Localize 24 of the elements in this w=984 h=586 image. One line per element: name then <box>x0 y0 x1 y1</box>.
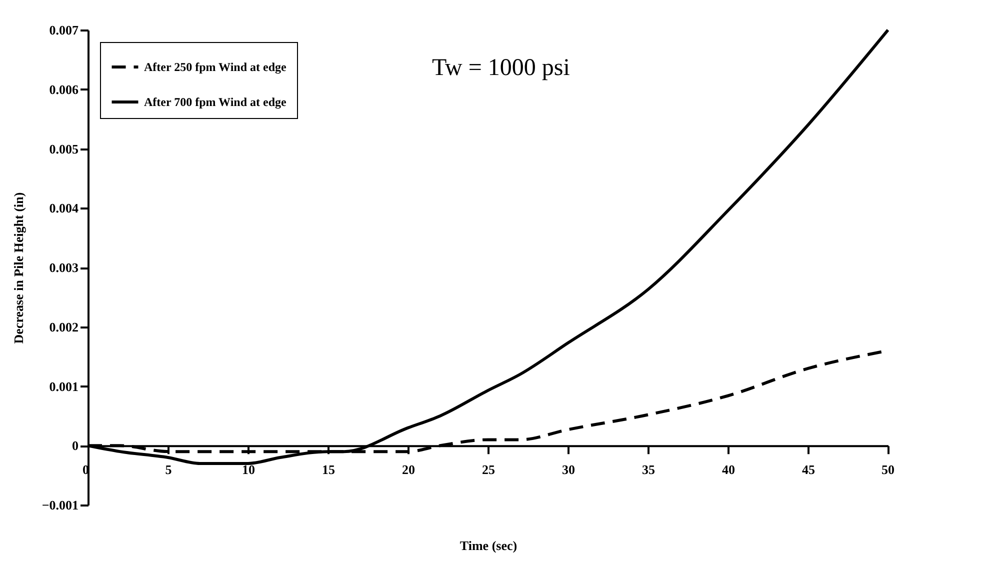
annotation: Tw = 1000 psi <box>432 55 570 81</box>
x-tick-label: 10 <box>242 462 255 478</box>
y-tick-label: 0.003 <box>49 260 79 275</box>
y-tick-label: 0.002 <box>49 319 78 334</box>
x-tick-label: 15 <box>322 462 336 478</box>
x-tick-label: 50 <box>882 462 894 478</box>
y-tick-label: 0.007 <box>49 22 79 38</box>
y-tick-label: 0.001 <box>49 378 78 394</box>
y-tick-label: 0 <box>72 438 78 454</box>
x-axis-title: Time (sec) <box>460 538 518 554</box>
x-tick-label: 30 <box>562 462 575 478</box>
y-axis-title: Decrease in Pile Height (in) <box>10 192 26 344</box>
legend-label: After 250 fpm Wind at edge <box>144 60 288 74</box>
legend-label: After 700 fpm Wind at edge <box>144 95 288 109</box>
x-tick-label: 40 <box>722 462 735 478</box>
x-tick-label: 45 <box>802 462 816 478</box>
y-tick-label: −0.001 <box>42 498 78 512</box>
y-tick-label: 0.006 <box>49 82 79 97</box>
y-tick-label: 0.005 <box>49 141 79 156</box>
x-tick-label: 35 <box>642 462 656 478</box>
y-tick-label: 0.004 <box>49 200 79 216</box>
x-tick-label: 20 <box>402 462 415 478</box>
x-tick-label: 25 <box>482 462 496 478</box>
x-tick-label: 5 <box>165 462 172 478</box>
